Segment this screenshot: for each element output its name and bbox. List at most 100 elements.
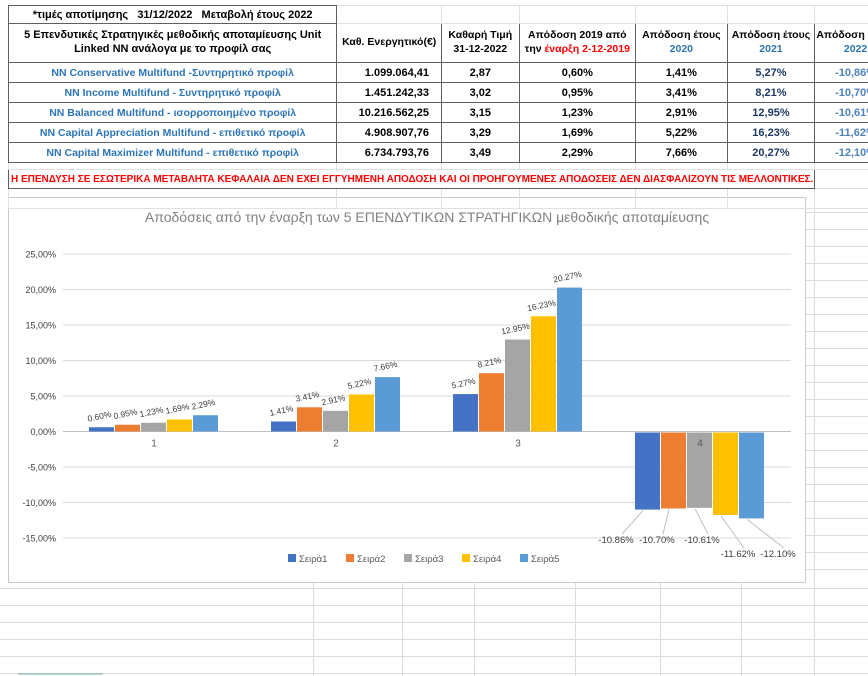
- data-label: 5.27%: [451, 376, 477, 391]
- bar-Σειρά2-cat3[interactable]: [479, 373, 504, 432]
- bar-Σειρά5-cat4[interactable]: [739, 432, 764, 519]
- year-2022-label: 2022: [843, 43, 868, 55]
- fund-row: NN Balanced Multifund - ισορροποιημένο π…: [7, 102, 868, 123]
- return-2021-cell[interactable]: 16,23%: [726, 122, 816, 143]
- bar-Σειρά4-cat1[interactable]: [167, 419, 192, 432]
- bar-Σειρά5-cat3[interactable]: [557, 287, 582, 432]
- net-price-cell[interactable]: 3,29: [441, 122, 520, 143]
- bar-Σειρά5-cat2[interactable]: [375, 377, 400, 432]
- return-2021-cell[interactable]: 12,95%: [726, 102, 816, 123]
- empty-cell[interactable]: [635, 5, 728, 24]
- return-year-label: Απόδοση έτους: [816, 29, 868, 42]
- return-2020-cell[interactable]: 3,41%: [635, 82, 728, 103]
- bar-Σειρά5-cat1[interactable]: [193, 415, 218, 432]
- fund-name-cell[interactable]: NN Balanced Multifund - ισορροποιημένο π…: [7, 102, 338, 123]
- net-assets-cell[interactable]: 10.216.562,25: [336, 102, 443, 123]
- bar-labels: 0.60% 1.41% 5.27% -10.86% 0.95% 3.41% 8.21% -10…: [87, 269, 797, 560]
- return-2022-cell[interactable]: -10,61%: [814, 102, 868, 123]
- bar-Σειρά4-cat2[interactable]: [349, 394, 374, 432]
- bar-Σειρά2-cat2[interactable]: [297, 407, 322, 432]
- net-assets-cell[interactable]: 1.099.064,41: [336, 62, 443, 83]
- return-2021-cell[interactable]: 20,27%: [726, 142, 816, 163]
- empty-cell[interactable]: [336, 5, 442, 24]
- net-price-header-line2: 31-12-2022: [453, 43, 508, 55]
- disclaimer-cell[interactable]: Η ΕΠΕΝΔΥΣΗ ΣΕ ΕΣΩΤΕΡΙΚΑ ΜΕΤΑΒΛΗΤΑ ΚΕΦΑΛΑ…: [7, 169, 816, 189]
- data-label: 20.27%: [552, 269, 583, 285]
- return-2020-cell[interactable]: 1,41%: [635, 62, 728, 83]
- return-2019-cell[interactable]: 1,69%: [518, 122, 637, 143]
- y-axis-tick-label: -15,00%: [22, 534, 56, 544]
- bar-Σειρά2-cat4[interactable]: [661, 432, 686, 509]
- returns-bar-chart[interactable]: 25,00% 20,00% 15,00% 10,00% 5,00% 0,00% -5,00%…: [8, 197, 806, 583]
- empty-cell[interactable]: [441, 5, 520, 24]
- net-price-header-cell[interactable]: Καθαρή Τιμή 31-12-2022: [441, 23, 520, 63]
- legend-item-Σειρά4[interactable]: Σειρά4: [462, 554, 501, 565]
- fund-name-cell[interactable]: NN Capital Maximizer Multifund - επιθετι…: [7, 142, 338, 163]
- spacer-row: [7, 188, 868, 209]
- net-price-cell[interactable]: 3,15: [441, 102, 520, 123]
- net-price-cell[interactable]: 2,87: [441, 62, 520, 83]
- return-2022-cell[interactable]: -12,10%: [814, 142, 868, 163]
- strategies-header-cell[interactable]: 5 Επενδυτικές Στρατηγικές μεθοδικής αποτ…: [7, 23, 338, 63]
- return-2020-header-cell[interactable]: Απόδοση έτους 2020: [635, 23, 728, 63]
- empty-cell[interactable]: [726, 5, 815, 24]
- bar-Σειρά4-cat3[interactable]: [531, 316, 556, 432]
- return-2020-cell[interactable]: 7,66%: [635, 142, 728, 163]
- fund-name-cell[interactable]: NN Capital Appreciation Multifund - επιθ…: [7, 122, 338, 143]
- bar-Σειρά4-cat4[interactable]: [713, 432, 738, 516]
- return-2019-header-cell[interactable]: Απόδοση 2019 από την έναρξη 2-12-2019: [518, 23, 637, 63]
- spreadsheet-grid-bottom: [0, 572, 868, 676]
- return-year-label: Απόδοση έτους: [642, 29, 721, 42]
- bar-Σειρά1-cat1[interactable]: [89, 427, 114, 432]
- return-2021-cell[interactable]: 5,27%: [726, 62, 816, 83]
- bar-Σειρά3-cat1[interactable]: [141, 422, 166, 432]
- net-assets-cell[interactable]: 6.734.793,76: [336, 142, 443, 163]
- return-2019-cell[interactable]: 1,23%: [518, 102, 637, 123]
- return-2022-header-cell[interactable]: Απόδοση έτους 2022: [814, 23, 868, 63]
- bar-Σειρά1-cat4[interactable]: [635, 432, 660, 510]
- legend-label: Σειρά2: [357, 554, 385, 565]
- empty-cell[interactable]: [518, 5, 636, 24]
- return-2021-cell[interactable]: 8,21%: [726, 82, 816, 103]
- fund-name-cell[interactable]: NN Income Multifund - Συντηρητικό προφίλ: [7, 82, 338, 103]
- empty-cell[interactable]: [814, 169, 868, 189]
- valuation-note-cell[interactable]: *τιμές αποτίμησης 31/12/2022 Μεταβολή έτ…: [7, 5, 338, 24]
- legend-item-Σειρά3[interactable]: Σειρά3: [404, 554, 443, 565]
- legend-item-Σειρά1[interactable]: Σειρά1: [288, 554, 327, 565]
- return-2021-header-cell[interactable]: Απόδοση έτους 2021: [726, 23, 816, 63]
- return-2020-cell[interactable]: 5,22%: [635, 122, 728, 143]
- returns-bar-chart-svg: 25,00% 20,00% 15,00% 10,00% 5,00% 0,00% -5,00%…: [22, 209, 797, 565]
- legend-item-Σειρά2[interactable]: Σειρά2: [346, 554, 385, 565]
- legend-swatch: [520, 554, 528, 562]
- data-label: -10.61%: [684, 535, 720, 546]
- label-leader-line: [621, 510, 644, 535]
- legend-item-Σειρά5[interactable]: Σειρά5: [520, 554, 559, 565]
- legend-label: Σειρά3: [415, 554, 443, 565]
- bar-Σειρά3-cat2[interactable]: [323, 410, 348, 432]
- net-assets-header-cell[interactable]: Καθ. Ενεργητικό(€): [336, 23, 443, 63]
- return-2019-cell[interactable]: 0,95%: [518, 82, 637, 103]
- empty-cell[interactable]: [814, 5, 868, 24]
- return-2019-cell[interactable]: 2,29%: [518, 142, 637, 163]
- bar-Σειρά3-cat3[interactable]: [505, 339, 530, 432]
- return-2022-cell[interactable]: -10,70%: [814, 82, 868, 103]
- return-2022-cell[interactable]: -11,62%: [814, 122, 868, 143]
- bar-Σειρά2-cat1[interactable]: [115, 424, 140, 432]
- data-label: 7.66%: [373, 359, 399, 374]
- return-2022-cell[interactable]: -10,86%: [814, 62, 868, 83]
- data-label: 8.21%: [477, 355, 503, 370]
- net-assets-cell[interactable]: 4.908.907,76: [336, 122, 443, 143]
- net-price-cell[interactable]: 3,02: [441, 82, 520, 103]
- bar-Σειρά1-cat3[interactable]: [453, 394, 478, 432]
- net-assets-cell[interactable]: 1.451.242,33: [336, 82, 443, 103]
- legend-swatch: [462, 554, 470, 562]
- return-2020-cell[interactable]: 2,91%: [635, 102, 728, 123]
- legend-label: Σειρά1: [299, 554, 327, 565]
- bar-Σειρά1-cat2[interactable]: [271, 421, 296, 432]
- fund-name-cell[interactable]: NN Conservative Multifund -Συντηρητικό π…: [7, 62, 338, 83]
- bar-Σειρά3-cat4[interactable]: [687, 432, 712, 508]
- net-price-cell[interactable]: 3,49: [441, 142, 520, 163]
- data-label: 1.69%: [165, 401, 191, 416]
- return-2019-cell[interactable]: 0,60%: [518, 62, 637, 83]
